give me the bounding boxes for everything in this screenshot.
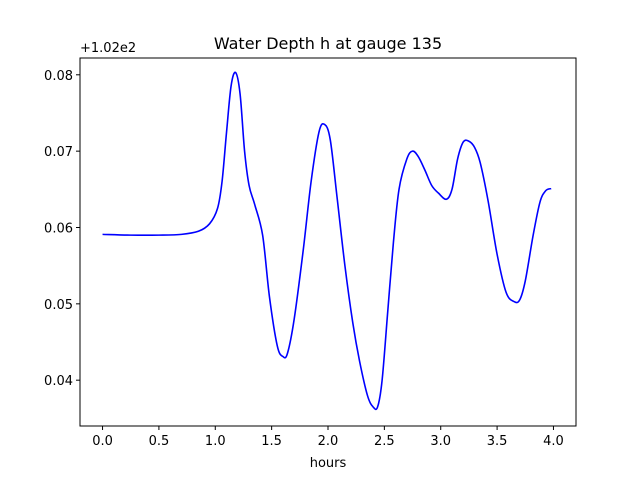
x-axis-label: hours <box>310 456 347 471</box>
x-tick-label: 3.5 <box>487 434 508 449</box>
x-tick-label: 2.5 <box>374 434 395 449</box>
plot-area: 0.0 0.5 1.0 1.5 2.0 2.5 3.0 3.5 4.0 0.04 0.05 0.06 0… <box>44 57 577 449</box>
x-tick-label: 4.0 <box>543 434 564 449</box>
x-tick-label: 3.0 <box>430 434 451 449</box>
y-tick-label: 0.08 <box>44 69 73 84</box>
x-tick-label: 0.5 <box>149 434 170 449</box>
axes-frame <box>79 57 577 427</box>
chart-title: Water Depth h at gauge 135 <box>214 34 442 53</box>
x-tick-label: 2.0 <box>318 434 339 449</box>
x-tick-label: 0.0 <box>92 434 113 449</box>
y-tick-label: 0.07 <box>44 145 73 160</box>
y-tick-label: 0.06 <box>44 221 73 236</box>
x-tick-label: 1.0 <box>205 434 226 449</box>
y-tick-label: 0.04 <box>44 374 73 389</box>
y-tick-label: 0.05 <box>44 298 73 313</box>
x-tick-label: 1.5 <box>261 434 282 449</box>
y-offset-label: +1.02e2 <box>80 41 136 56</box>
series-line-0 <box>102 71 552 411</box>
